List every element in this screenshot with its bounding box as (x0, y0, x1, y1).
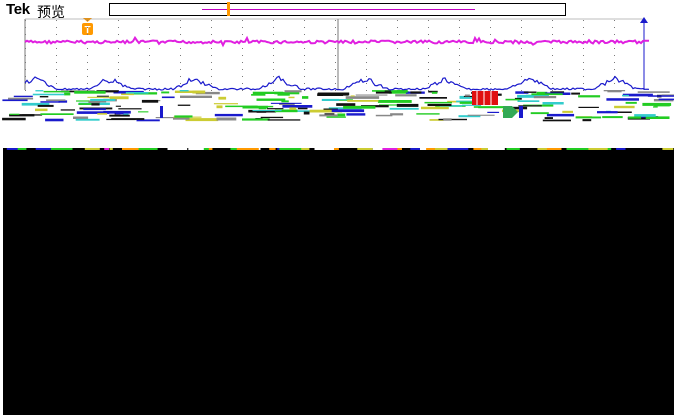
channel-marker-icon[interactable] (503, 106, 518, 118)
record-length-bar[interactable] (109, 2, 566, 16)
acquisition-mode-label: 预览 (37, 5, 65, 21)
cursor-markers (160, 91, 523, 118)
brand-logo: Tek (6, 1, 30, 18)
channel-magenta-trace (24, 35, 650, 48)
trace-noise-band (2, 90, 674, 122)
lower-display-fringe (6, 148, 674, 150)
blue-marker-bar (519, 106, 523, 118)
trigger-badge (82, 23, 93, 35)
trigger-badge-label: T (84, 25, 90, 36)
record-view-window (202, 9, 475, 10)
graticule (24, 18, 644, 91)
trigger-level-arrow-icon[interactable] (640, 17, 648, 23)
waveform-display[interactable] (0, 16, 674, 148)
trigger-point-marker (227, 2, 230, 16)
blue-marker-bar-left (160, 106, 163, 118)
status-bar: Tek 预览 (0, 0, 674, 21)
channel-blue-trace (24, 75, 650, 91)
lower-display-area (3, 148, 674, 415)
red-marker-block (472, 91, 498, 105)
